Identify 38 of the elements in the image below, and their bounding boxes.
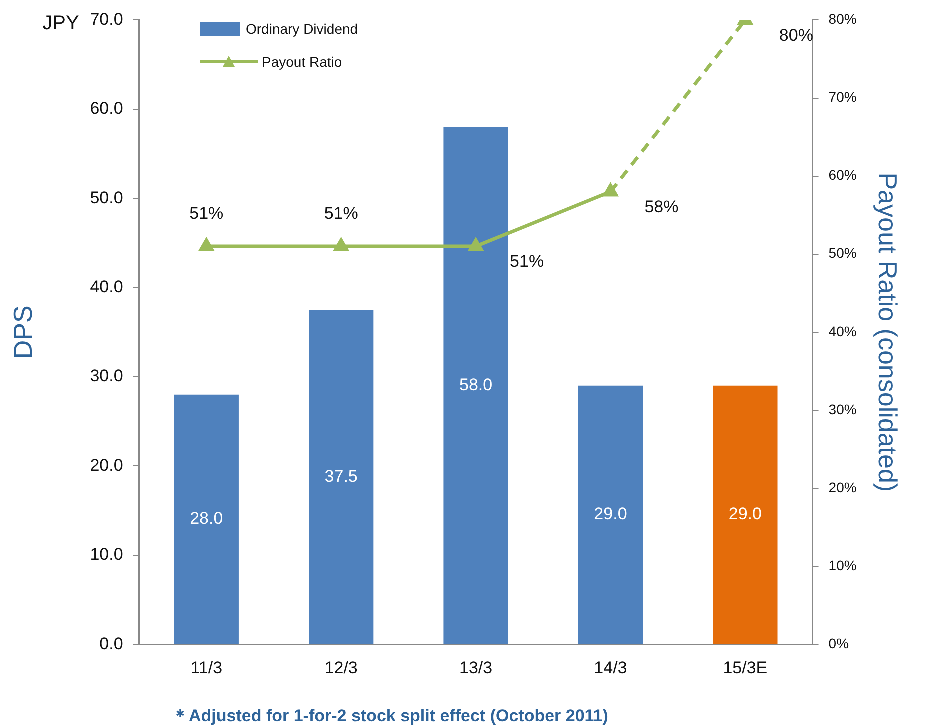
x-tick-label: 15/3E — [723, 658, 768, 678]
y2-tick-label: 70% — [828, 89, 857, 106]
y-tick-label: 20.0 — [90, 456, 124, 475]
y-tick-label: 30.0 — [90, 366, 124, 386]
x-tick-label: 14/3 — [594, 658, 628, 678]
legend-label: Payout Ratio — [262, 54, 342, 70]
data-label: 51% — [510, 252, 544, 272]
legend-label: Ordinary Dividend — [246, 20, 358, 36]
y-tick-label: 60.0 — [90, 99, 124, 118]
x-tick-label: 13/3 — [459, 658, 493, 678]
y2-tick-label: 0% — [828, 635, 850, 652]
y-axis-title: DPS — [8, 306, 38, 360]
y2-axis-title: Payout Ratio (consolidated) — [873, 172, 904, 492]
data-label: 28.0 — [190, 509, 224, 528]
y2-tick-label: 10% — [828, 557, 857, 574]
y2-tick-label: 40% — [828, 323, 857, 340]
y-tick-label: 70.0 — [90, 10, 124, 29]
x-tick-label: 11/3 — [190, 658, 223, 678]
data-label: 29.0 — [594, 504, 628, 524]
data-label: 80% — [779, 26, 814, 45]
y2-tick-label: 60% — [828, 167, 857, 184]
y2-tick-label: 30% — [828, 401, 857, 418]
text: ＊Adjusted for 1-for-2 stock split effect (October 2011) — [172, 706, 608, 726]
data-label: 29.0 — [728, 504, 762, 524]
data-label: 51% — [190, 204, 224, 224]
data-label: 51% — [324, 204, 358, 224]
data-label: 58.0 — [459, 375, 493, 394]
y-tick-label: 40.0 — [90, 277, 124, 296]
y-tick-label: 50.0 — [90, 188, 124, 208]
data-label: 58% — [644, 198, 679, 217]
y2-tick-label: 80% — [828, 11, 857, 28]
x-tick-label: 12/3 — [324, 658, 358, 678]
y-tick-label: 0.0 — [100, 634, 124, 654]
y-tick-label: 10.0 — [90, 545, 124, 564]
y2-tick-label: 20% — [828, 479, 857, 496]
text: JPY — [42, 12, 80, 35]
y2-tick-label: 50% — [828, 245, 857, 262]
data-label: 37.5 — [324, 466, 358, 486]
